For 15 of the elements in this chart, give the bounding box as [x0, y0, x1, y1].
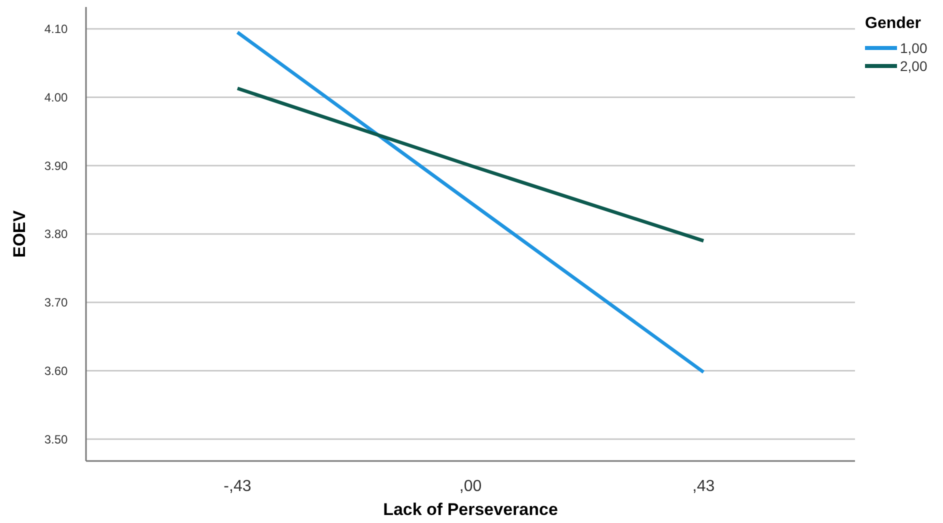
legend-label: 2,00	[900, 58, 928, 74]
y-tick-label: 3.50	[44, 432, 68, 446]
y-tick-label: 3.60	[44, 364, 68, 378]
y-tick-label: 3.70	[44, 296, 68, 310]
y-tick-label: 4.00	[44, 90, 68, 104]
legend-label: 1,00	[900, 40, 928, 56]
y-tick-label: 3.80	[44, 227, 68, 242]
y-tick-label: 4.10	[44, 22, 68, 36]
x-tick-label: ,43	[692, 478, 715, 495]
y-tick-label: 3.90	[44, 158, 68, 173]
x-axis-title: Lack of Perseverance	[383, 500, 558, 519]
x-tick-label: -,43	[224, 478, 252, 495]
x-tick-label: ,00	[459, 478, 482, 495]
legend-title: Gender	[865, 15, 922, 32]
y-axis-title: EOEV	[10, 210, 29, 258]
